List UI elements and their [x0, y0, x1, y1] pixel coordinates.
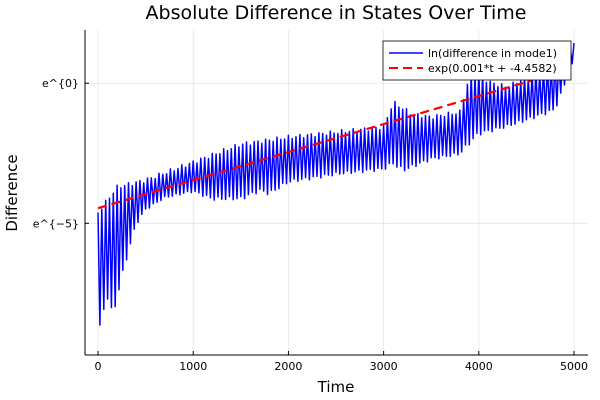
x-tick-label: 5000 — [560, 360, 588, 373]
legend: ln(difference in mode1) exp(0.001*t + -4… — [382, 40, 572, 81]
legend-label-series-2: exp(0.001*t + -4.4582) — [428, 62, 557, 75]
ticks: 0 1000 2000 3000 4000 5000 e^{0} e^{−5} — [33, 77, 588, 373]
series-line-fit — [97, 79, 532, 210]
x-tick-label: 1000 — [179, 360, 207, 373]
y-axis-label: Difference — [3, 154, 21, 231]
chart-title: Absolute Difference in States Over Time — [146, 2, 527, 24]
series-line-difference — [97, 42, 575, 326]
x-tick-label: 2000 — [274, 360, 302, 373]
plot-area — [97, 42, 575, 326]
y-tick-label: e^{0} — [42, 77, 79, 90]
y-tick-label: e^{−5} — [33, 217, 79, 230]
x-axis-label: Time — [317, 378, 355, 396]
legend-label-series-1: ln(difference in mode1) — [428, 47, 557, 60]
x-tick-label: 3000 — [370, 360, 398, 373]
x-tick-label: 0 — [95, 360, 102, 373]
legend-box — [382, 40, 572, 81]
x-tick-label: 4000 — [465, 360, 493, 373]
